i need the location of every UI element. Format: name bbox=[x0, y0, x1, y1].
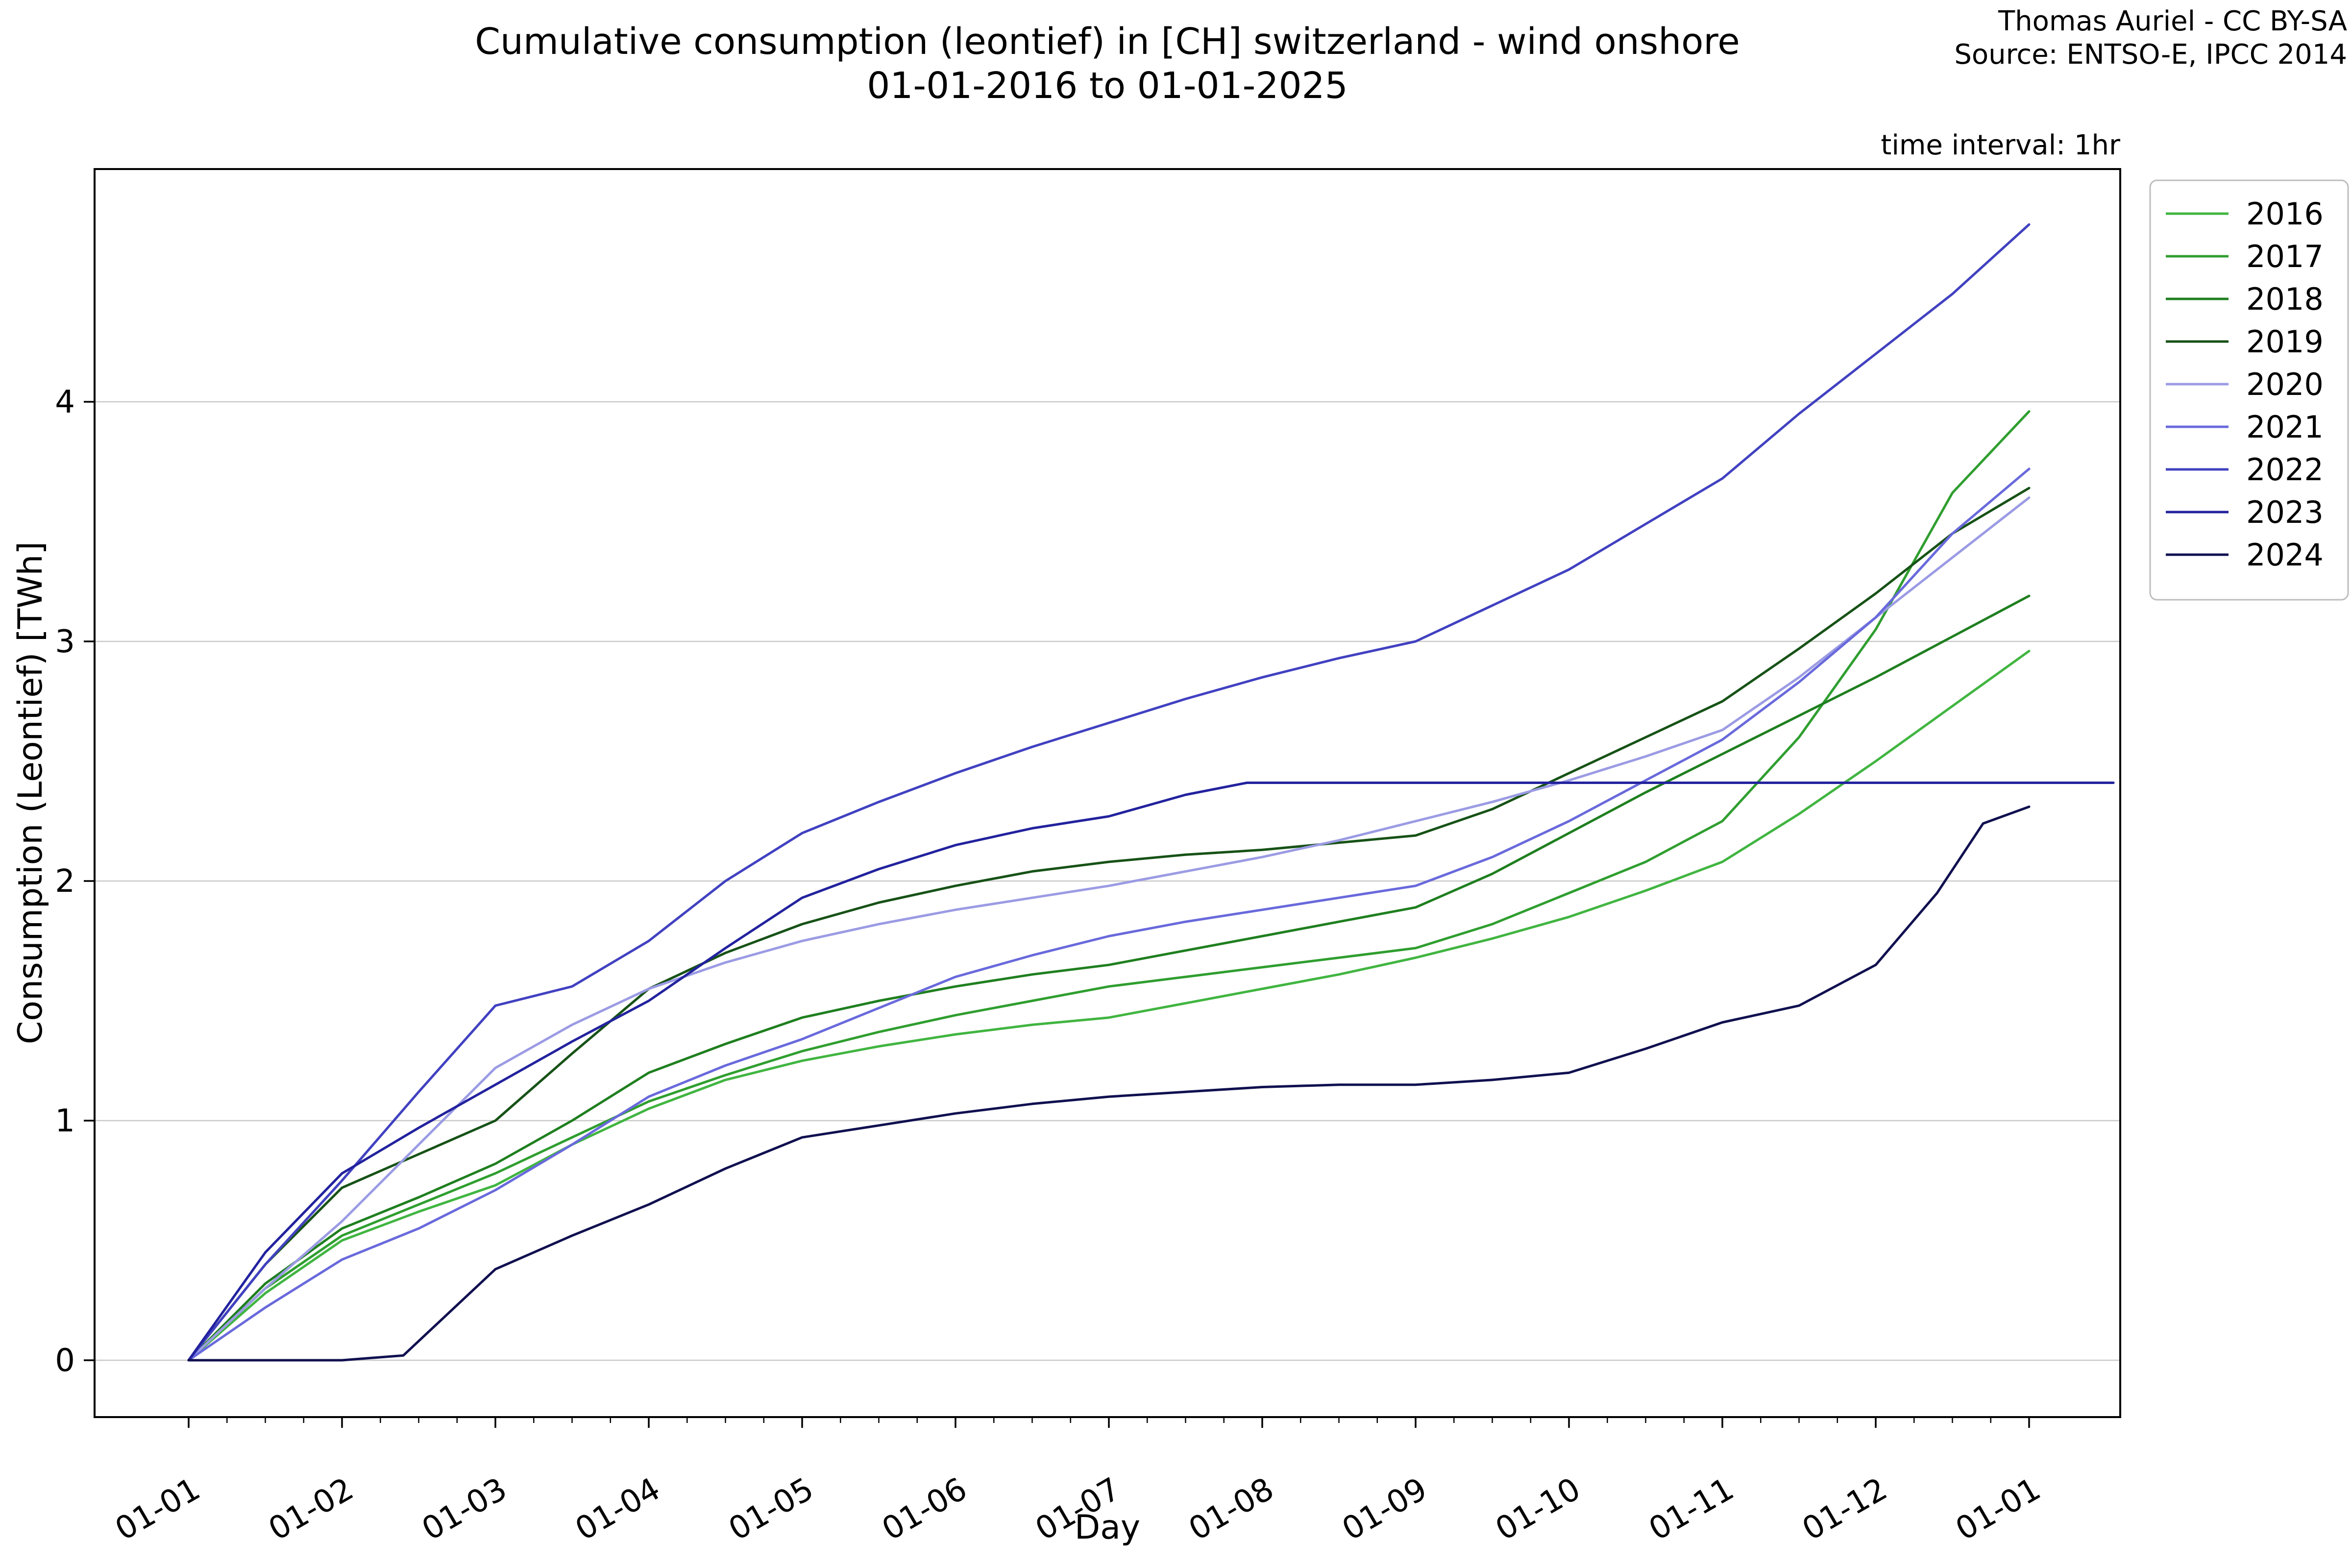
series-line-2022 bbox=[187, 223, 2031, 1362]
y-tick-label-4: 4 bbox=[55, 384, 75, 420]
series-line-2016 bbox=[187, 650, 2031, 1362]
series-line-2024 bbox=[187, 805, 2031, 1362]
y-tick-label-2: 2 bbox=[55, 863, 75, 900]
series-line-2018 bbox=[187, 594, 2031, 1362]
y-tick-label-3: 3 bbox=[55, 624, 75, 660]
series-lines bbox=[187, 223, 2115, 1362]
legend-label-2021: 2021 bbox=[2246, 409, 2324, 445]
y-tick-label-1: 1 bbox=[55, 1103, 75, 1139]
x-tick-label-4: 01-05 bbox=[723, 1471, 820, 1548]
legend-label-2024: 2024 bbox=[2246, 537, 2324, 573]
legend-label-2023: 2023 bbox=[2246, 494, 2324, 530]
x-tick-label-2: 01-03 bbox=[416, 1471, 513, 1548]
x-tick-label-8: 01-09 bbox=[1336, 1471, 1433, 1548]
y-tick-label-0: 0 bbox=[55, 1343, 75, 1379]
legend-label-2020: 2020 bbox=[2246, 367, 2324, 402]
legend-label-2018: 2018 bbox=[2246, 281, 2324, 317]
x-tick-label-11: 01-12 bbox=[1796, 1471, 1893, 1548]
legend-label-2016: 2016 bbox=[2246, 196, 2324, 232]
x-tick-label-12: 01-01 bbox=[1950, 1471, 2047, 1548]
series-line-2023 bbox=[187, 782, 2115, 1362]
series-line-2020 bbox=[187, 496, 2031, 1362]
attribution-source: Source: ENTSO-E, IPCC 2014 bbox=[1954, 39, 2347, 71]
attribution-author: Thomas Auriel - CC BY-SA bbox=[1998, 5, 2347, 37]
x-tick-label-9: 01-10 bbox=[1490, 1471, 1587, 1548]
series-line-2021 bbox=[187, 467, 2031, 1362]
legend-label-2022: 2022 bbox=[2246, 452, 2324, 488]
time-interval-annotation: time interval: 1hr bbox=[1881, 129, 2121, 161]
x-axis-label: Day bbox=[1075, 1508, 1140, 1547]
legend-label-2017: 2017 bbox=[2246, 239, 2324, 274]
x-tick-label-5: 01-06 bbox=[876, 1471, 973, 1548]
x-tick-label-1: 01-02 bbox=[263, 1471, 360, 1548]
y-axis-label: Consumption (Leontief) [TWh] bbox=[11, 541, 50, 1044]
x-tick-label-10: 01-11 bbox=[1643, 1471, 1740, 1548]
axis-ticks bbox=[84, 401, 2030, 1428]
x-tick-label-3: 01-04 bbox=[569, 1471, 666, 1548]
series-line-2019 bbox=[187, 487, 2031, 1362]
x-tick-label-0: 01-01 bbox=[109, 1471, 206, 1548]
chart-title-line2: 01-01-2016 to 01-01-2025 bbox=[867, 65, 1348, 107]
legend: 2016 2017 2018 2019 2020 2021 2022 2023 2024 bbox=[2149, 179, 2349, 601]
gridlines bbox=[95, 401, 2120, 1361]
plot-border bbox=[94, 168, 2121, 1418]
legend-box bbox=[2149, 179, 2349, 601]
legend-label-2019: 2019 bbox=[2246, 324, 2324, 360]
chart-title-line1: Cumulative consumption (leontief) in [CH… bbox=[475, 21, 1740, 63]
x-tick-label-7: 01-08 bbox=[1183, 1471, 1280, 1548]
series-line-2017 bbox=[187, 410, 2031, 1362]
